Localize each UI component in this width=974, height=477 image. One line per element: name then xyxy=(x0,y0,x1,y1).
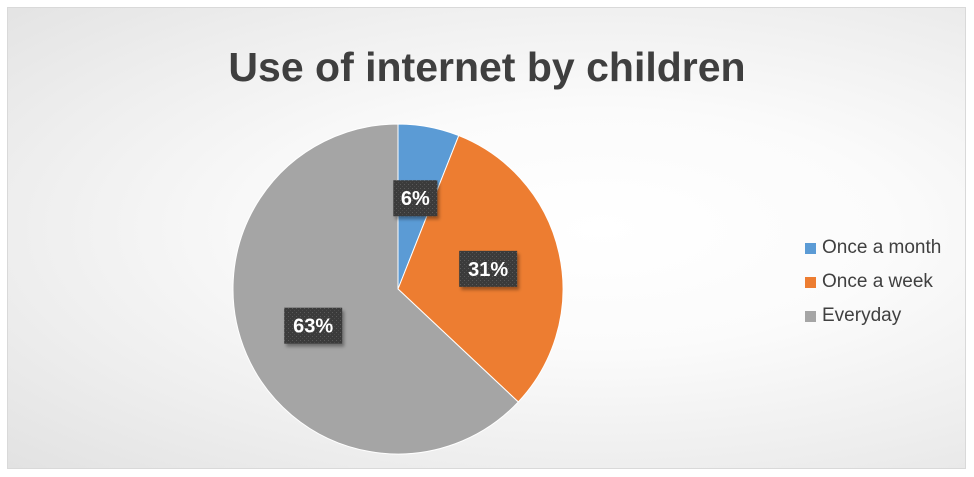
legend-item-once-a-month: Once a month xyxy=(805,231,941,265)
legend: Once a month Once a week Everyday xyxy=(805,231,941,333)
legend-label: Once a week xyxy=(822,271,933,292)
data-label-box xyxy=(459,250,518,287)
legend-label: Everyday xyxy=(822,305,902,326)
legend-item-once-a-week: Once a week xyxy=(805,265,941,299)
data-label-once-a-week: 31% xyxy=(459,250,518,287)
data-label-everyday: 63% xyxy=(284,307,343,344)
data-label-text: 63% xyxy=(293,316,333,338)
data-label-once-a-month: 6% xyxy=(393,180,438,217)
chart-title: Use of internet by children xyxy=(228,44,746,90)
data-label-box xyxy=(393,180,438,217)
data-label-text: 6% xyxy=(401,188,430,210)
legend-label: Once a month xyxy=(822,237,942,258)
legend-item-everyday: Everyday xyxy=(805,299,941,333)
pie-slice-everyday xyxy=(232,123,519,455)
legend-swatch xyxy=(805,310,816,322)
data-label-text: 31% xyxy=(468,259,508,281)
legend-swatch xyxy=(805,242,816,254)
data-label-box xyxy=(284,307,343,344)
legend-swatch xyxy=(805,276,816,288)
